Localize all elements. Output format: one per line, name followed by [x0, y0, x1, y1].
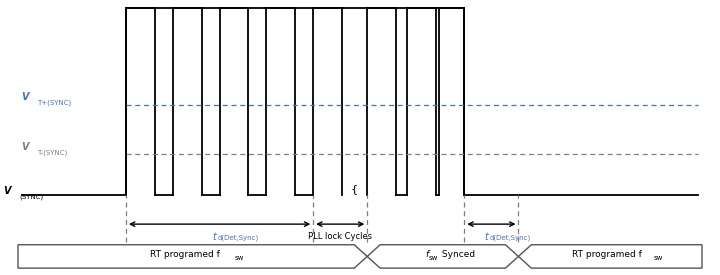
Text: V: V	[22, 92, 29, 102]
Text: V: V	[22, 142, 29, 152]
Text: {: {	[351, 184, 358, 194]
Text: T-(SYNC): T-(SYNC)	[37, 149, 68, 155]
Text: PLL lock Cycles: PLL lock Cycles	[308, 232, 372, 241]
Text: V: V	[4, 186, 11, 196]
Text: RT programed f: RT programed f	[572, 250, 642, 259]
Text: t: t	[484, 232, 488, 242]
Text: d(Det,Sync): d(Det,Sync)	[490, 235, 531, 241]
Text: Synced: Synced	[439, 250, 475, 259]
Text: sw: sw	[654, 255, 663, 261]
Text: T+(SYNC): T+(SYNC)	[37, 100, 72, 106]
Text: t: t	[212, 232, 216, 242]
Text: (SYNC): (SYNC)	[19, 193, 44, 199]
Text: sw: sw	[235, 255, 244, 261]
Text: sw: sw	[428, 255, 438, 261]
Text: d(Det,Sync): d(Det,Sync)	[217, 235, 258, 241]
Text: f: f	[426, 250, 428, 259]
Text: RT programed f: RT programed f	[150, 250, 220, 259]
